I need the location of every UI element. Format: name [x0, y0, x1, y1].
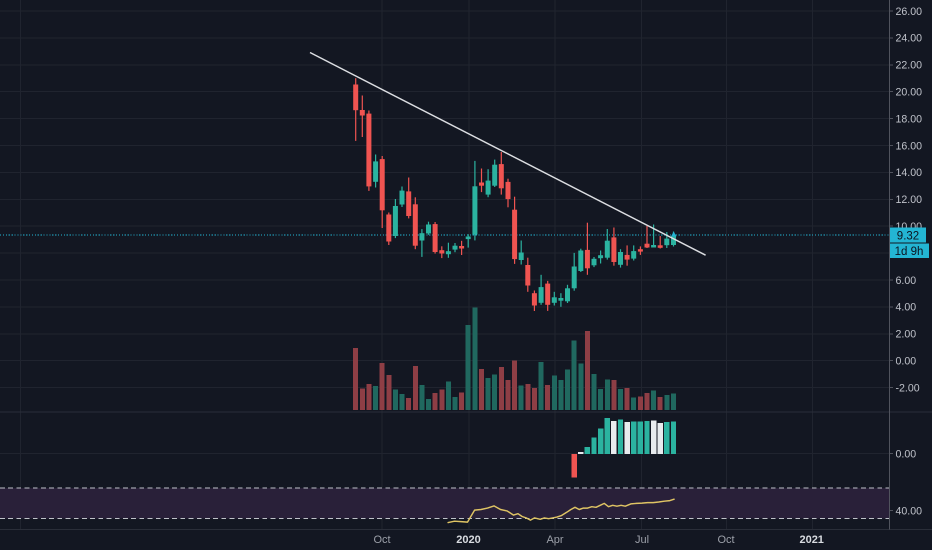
svg-text:6.00: 6.00 [896, 275, 917, 287]
svg-text:22.00: 22.00 [896, 60, 923, 72]
svg-text:2020: 2020 [456, 534, 480, 546]
svg-text:16.00: 16.00 [896, 140, 923, 152]
svg-text:14.00: 14.00 [896, 167, 923, 179]
svg-text:Oct: Oct [717, 534, 734, 546]
svg-text:9.32: 9.32 [897, 231, 919, 243]
svg-text:1d 9h: 1d 9h [895, 246, 924, 258]
svg-text:4.00: 4.00 [896, 302, 917, 314]
svg-text:0.00: 0.00 [896, 448, 917, 460]
svg-text:2021: 2021 [799, 534, 823, 546]
svg-text:40.00: 40.00 [896, 505, 923, 517]
svg-text:24.00: 24.00 [896, 33, 923, 45]
svg-text:Oct: Oct [373, 534, 390, 546]
svg-text:-2.00: -2.00 [896, 382, 920, 394]
svg-text:2.00: 2.00 [896, 329, 917, 341]
svg-text:18.00: 18.00 [896, 113, 923, 125]
svg-text:20.00: 20.00 [896, 87, 923, 99]
svg-text:Apr: Apr [546, 534, 563, 546]
svg-text:0.00: 0.00 [896, 356, 917, 368]
svg-text:12.00: 12.00 [896, 194, 923, 206]
svg-text:26.00: 26.00 [896, 6, 923, 18]
svg-text:Jul: Jul [635, 534, 649, 546]
